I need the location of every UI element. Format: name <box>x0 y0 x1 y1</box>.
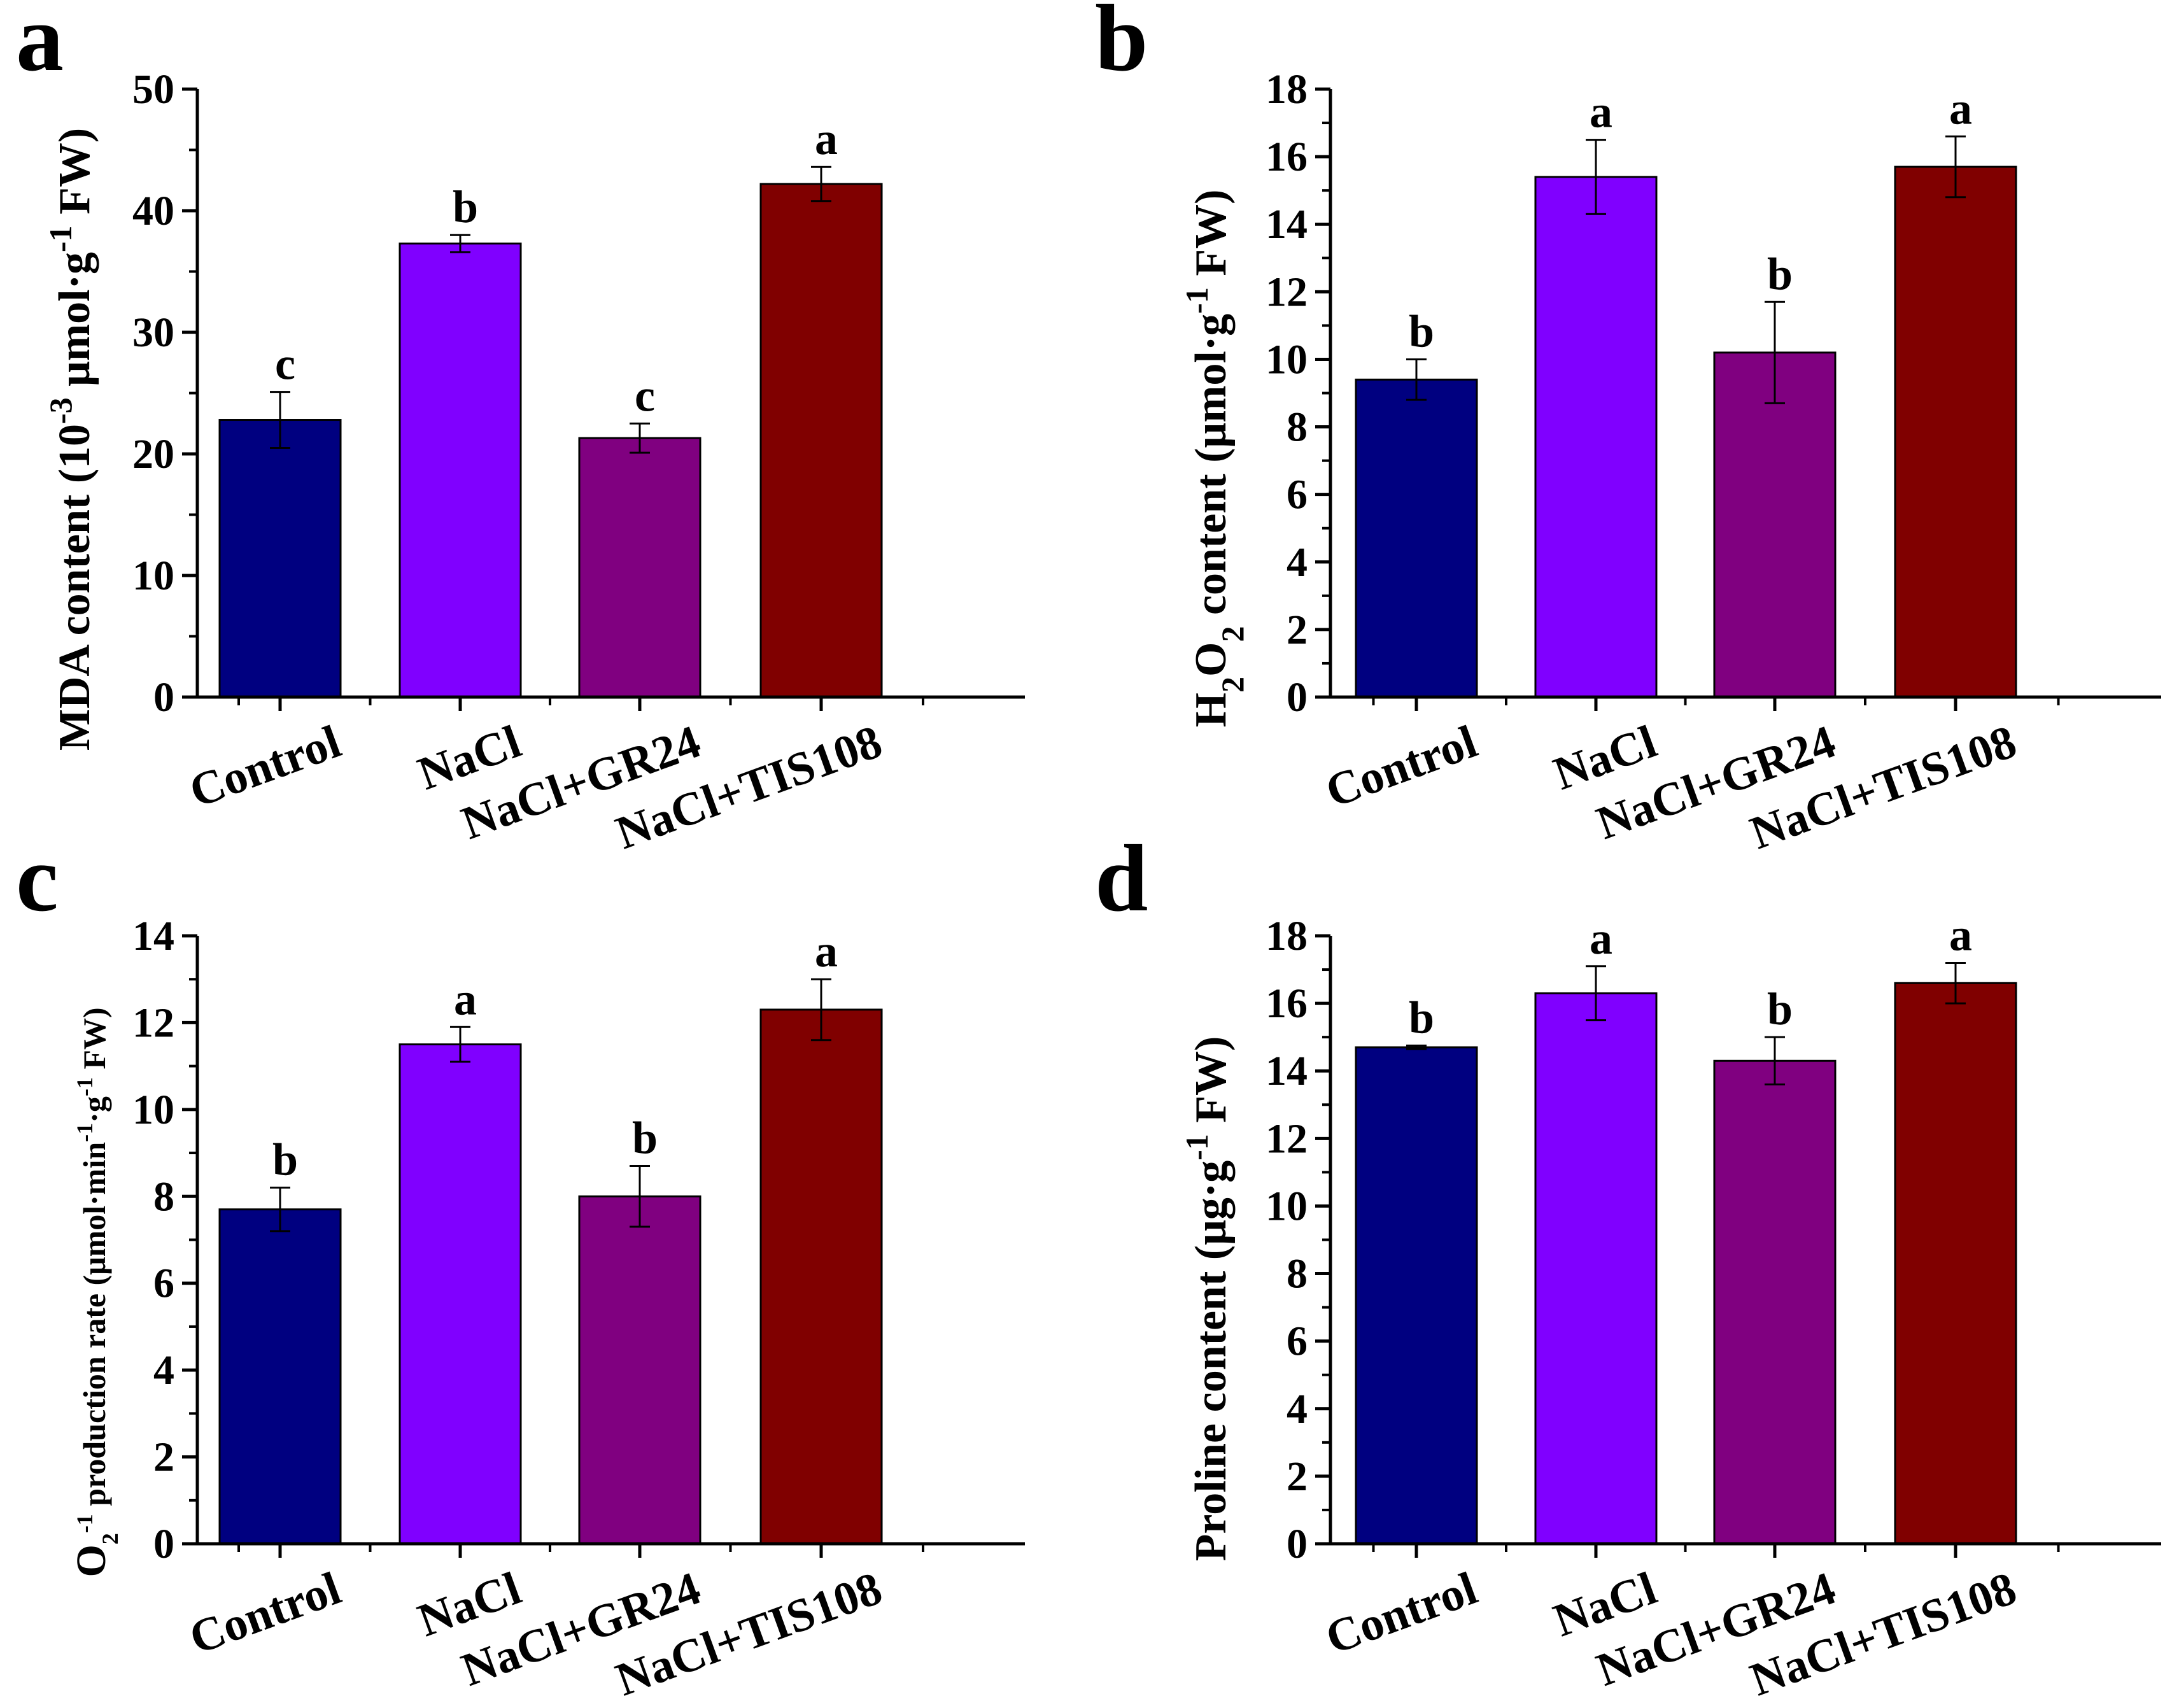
y-tick-label: 10 <box>1266 1183 1308 1229</box>
bar <box>1355 378 1478 698</box>
significance-letter: b <box>1409 306 1434 356</box>
y-tick-label: 10 <box>1266 336 1308 383</box>
y-tick-label: 4 <box>1287 1386 1308 1432</box>
bar <box>1894 982 2017 1545</box>
panel-label: a <box>16 0 64 91</box>
significance-letter: a <box>454 973 477 1024</box>
y-tick-label: 50 <box>132 66 174 113</box>
y-axis-label: MDA content (10-3 μmol·g-1 FW) <box>43 128 99 751</box>
x-tick-label: Control <box>183 716 348 818</box>
y-tick-label: 4 <box>1287 539 1308 586</box>
y-tick-label: 2 <box>153 1434 174 1481</box>
x-tick-label: Control <box>1319 1562 1484 1665</box>
y-axis-label: H2O2 content (μmol·g-1 FW) <box>1179 190 1250 728</box>
panel-label: b <box>1095 0 1148 91</box>
y-tick-label: 30 <box>132 309 174 356</box>
y-tick-label: 12 <box>1266 1115 1308 1162</box>
y-tick-label: 0 <box>153 674 174 721</box>
y-tick-label: 2 <box>1287 607 1308 653</box>
bar <box>759 1008 883 1545</box>
y-tick-label: 6 <box>1287 1318 1308 1365</box>
y-tick-label: 16 <box>1266 980 1308 1027</box>
y-tick-label: 2 <box>1287 1453 1308 1500</box>
y-axis-label: Proline content (μg·g-1 FW) <box>1179 1036 1236 1562</box>
y-tick-label: 0 <box>1287 674 1308 721</box>
x-tick-label: Control <box>1319 716 1484 818</box>
panel-label: d <box>1095 826 1148 931</box>
bar <box>1713 351 1837 698</box>
y-tick-label: 8 <box>153 1173 174 1220</box>
significance-letter: a <box>1949 909 1972 960</box>
y-tick-label: 12 <box>132 999 174 1046</box>
significance-letter: b <box>1409 992 1434 1043</box>
y-tick-label: 4 <box>153 1347 174 1394</box>
y-tick-label: 8 <box>1287 404 1308 451</box>
y-tick-label: 12 <box>1266 269 1308 315</box>
y-tick-label: 6 <box>153 1260 174 1307</box>
y-tick-label: 20 <box>132 431 174 477</box>
bar <box>218 1208 342 1545</box>
significance-letter: b <box>453 181 478 232</box>
significance-letter: b <box>1767 984 1793 1034</box>
bar <box>759 183 883 698</box>
y-tick-label: 8 <box>1287 1251 1308 1297</box>
y-tick-label: 18 <box>1266 913 1308 959</box>
significance-letter: b <box>632 1113 658 1164</box>
significance-letter: b <box>272 1134 298 1185</box>
significance-letter: a <box>1590 913 1612 964</box>
bar <box>1894 166 2017 698</box>
significance-letter: a <box>1949 83 1972 134</box>
bar <box>578 1195 702 1545</box>
y-axis-label: O2-1 production rate (μmol·min-1·g-1 FW) <box>68 1007 123 1577</box>
significance-letter: a <box>815 113 838 164</box>
significance-letter: c <box>635 370 655 421</box>
significance-letter: a <box>1590 87 1612 138</box>
bar <box>578 437 702 698</box>
y-tick-label: 40 <box>132 188 174 234</box>
y-tick-label: 6 <box>1287 472 1308 518</box>
bar <box>398 243 522 698</box>
significance-letter: a <box>815 926 838 977</box>
y-tick-label: 14 <box>132 913 174 959</box>
bar <box>1713 1059 1837 1545</box>
y-tick-label: 14 <box>1266 1048 1308 1094</box>
y-tick-label: 14 <box>1266 201 1308 248</box>
x-tick-label: Control <box>183 1562 348 1665</box>
y-tick-label: 10 <box>132 553 174 599</box>
y-tick-label: 0 <box>153 1521 174 1567</box>
y-tick-label: 0 <box>1287 1521 1308 1567</box>
bar <box>218 419 342 698</box>
bar <box>1355 1046 1478 1545</box>
significance-letter: b <box>1767 248 1793 299</box>
bar <box>398 1043 522 1545</box>
y-tick-label: 16 <box>1266 134 1308 180</box>
y-tick-label: 18 <box>1266 66 1308 113</box>
significance-letter: c <box>275 339 295 390</box>
y-tick-label: 10 <box>132 1087 174 1133</box>
panel-label: c <box>16 826 59 931</box>
bar <box>1534 992 1658 1545</box>
bar <box>1534 176 1658 698</box>
